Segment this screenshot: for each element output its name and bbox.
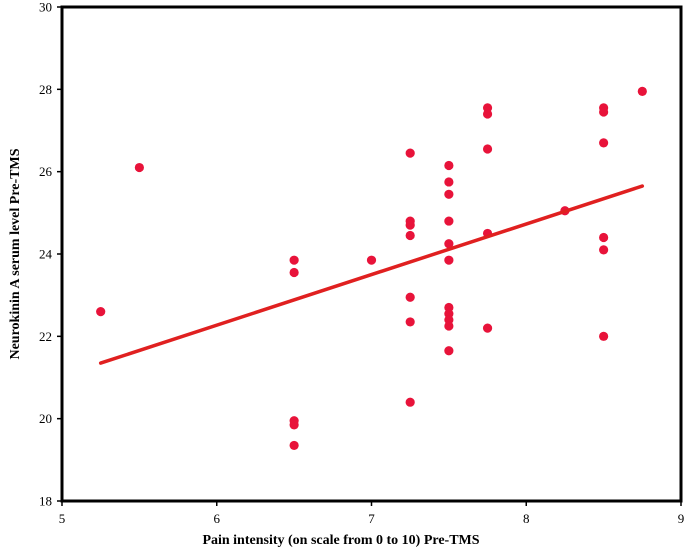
chart-marks [96,86,647,451]
data-point [482,144,493,154]
x-tick-label: 5 [59,511,66,526]
data-point [444,239,454,249]
data-point [637,86,647,96]
data-point [599,138,609,148]
data-point [289,255,299,265]
data-point [444,189,454,199]
data-point [289,267,299,278]
data-point [599,107,609,117]
data-point [405,148,415,158]
data-point [482,109,493,119]
y-tick-label: 26 [39,164,53,179]
data-point [405,220,415,230]
data-point [444,160,454,171]
data-point [366,255,377,265]
x-axis-title: Pain intensity (on scale from 0 to 10) P… [202,533,479,548]
axes: 5 6 7 8 9 18 20 22 24 26 28 30 [39,0,684,526]
data-point [444,216,454,226]
data-point [405,397,415,407]
x-tick-label: 7 [368,511,375,526]
data-point [289,440,299,451]
data-point [444,255,454,265]
data-point [444,321,454,331]
trend-line [98,184,645,365]
y-tick-label: 30 [39,0,52,15]
data-point [405,317,415,327]
x-tick-label: 9 [678,511,685,526]
data-point [405,230,415,241]
data-point [599,245,609,255]
data-point [444,177,454,187]
plot-frame [60,5,683,503]
y-tick-label: 18 [39,494,52,509]
data-point [444,346,454,356]
data-point [599,331,609,341]
data-point [599,232,609,243]
x-tick-label: 6 [214,511,221,526]
data-point [482,323,493,333]
x-tick-label: 8 [523,511,530,526]
y-tick-label: 22 [39,329,52,344]
data-point [289,420,299,430]
data-point [134,162,144,173]
y-tick-label: 20 [39,411,52,426]
data-point [96,307,106,317]
y-axis-title: Neurokinin A serum level Pre-TMS [8,148,23,359]
y-tick-label: 28 [39,82,52,97]
data-point [405,292,415,302]
y-tick-label: 24 [39,247,53,262]
